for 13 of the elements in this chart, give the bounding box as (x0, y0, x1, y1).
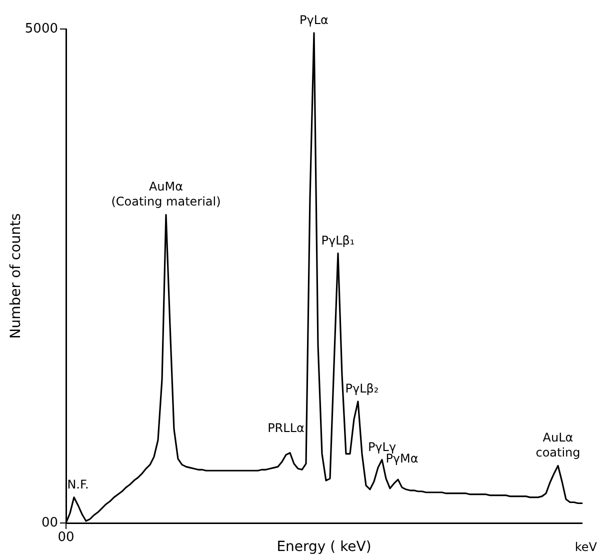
y-tick-label: 5000 (24, 21, 58, 36)
y-axis-title: Number of counts (8, 213, 24, 339)
annotation: PRLLα (268, 420, 305, 435)
annotation: AuMα (Coating material) (111, 180, 221, 209)
annotation: PγLα (300, 12, 329, 27)
text: keV (574, 540, 598, 554)
annotation: PγLβ₁ (321, 233, 355, 248)
x-axis-title: Energy ( keV) (276, 539, 372, 556)
annotation: PγMα (386, 452, 418, 466)
annotation: PγLγ (368, 440, 396, 454)
annotation: AuLα coating (536, 430, 580, 460)
annotation: N.F. (67, 477, 89, 492)
annotation: PγLβ₂ (345, 381, 379, 396)
